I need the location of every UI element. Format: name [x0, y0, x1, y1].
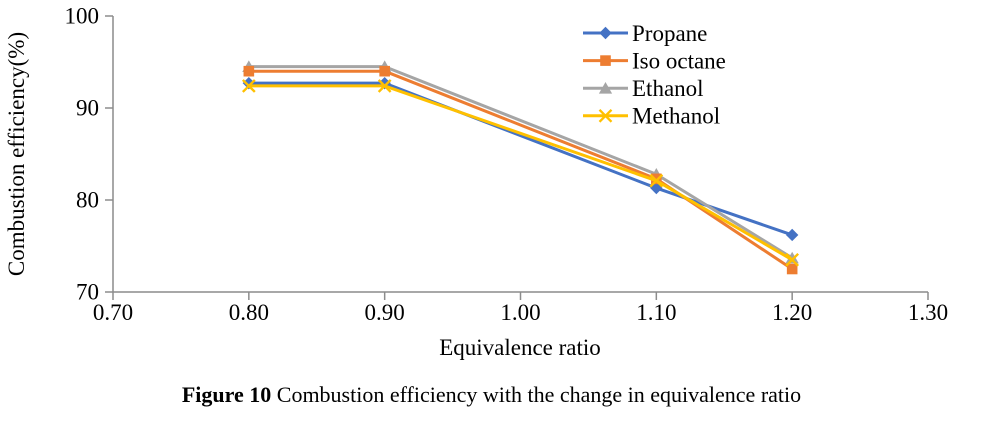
legend-item-methanol: Methanol	[583, 104, 720, 129]
series-iso-octane	[243, 65, 798, 275]
data-point-ethanol	[785, 251, 799, 264]
series-ethanol	[242, 60, 799, 264]
legend-label-propane: Propane	[632, 21, 707, 46]
data-point-propane	[785, 228, 799, 242]
y-axis-title: Combustion efficiency(%)	[4, 32, 29, 276]
y-tick-label: 70	[76, 280, 99, 305]
x-tick-label: 0.80	[229, 300, 269, 325]
figure-caption-text: Combustion efficiency with the change in…	[276, 382, 802, 407]
x-tick-label: 0.90	[365, 300, 405, 325]
x-tick-label: 1.10	[636, 300, 676, 325]
y-tick-label: 80	[76, 188, 99, 213]
x-tick-label: 1.30	[908, 300, 948, 325]
data-point-iso-octane	[379, 65, 390, 77]
axes-layer: 70 80 90 100 0.70 0.80 0.90 1.00 1.10 1.20 1.30	[65, 4, 949, 325]
y-tick-label: 100	[65, 4, 100, 29]
series-line-propane	[248, 81, 793, 237]
data-point-methanol	[377, 79, 392, 93]
legend-label-iso-octane: Iso octane	[632, 48, 726, 73]
legend-marker-ethanol	[598, 82, 613, 94]
x-tick-label: 1.20	[772, 300, 812, 325]
series-line-methanol	[248, 84, 793, 262]
data-point-iso-octane	[786, 263, 798, 275]
series-methanol	[241, 79, 800, 267]
series-line-ethanol	[248, 65, 793, 260]
legend-marker-methanol	[598, 108, 613, 123]
x-axis-title: Equivalence ratio	[439, 335, 601, 360]
series-layer	[241, 60, 800, 275]
legend-label-ethanol: Ethanol	[632, 76, 704, 101]
data-point-iso-octane	[243, 65, 255, 77]
x-tick-label: 1.00	[500, 300, 540, 325]
legend-label-methanol: Methanol	[632, 104, 720, 129]
legend-marker-iso-octane	[600, 55, 611, 66]
legend-item-iso-octane: Iso octane	[583, 48, 726, 73]
data-point-methanol	[785, 252, 800, 267]
y-tick-label: 90	[76, 96, 99, 121]
series-line-iso-octane	[248, 69, 793, 271]
combustion-efficiency-chart: 70 80 90 100 0.70 0.80 0.90 1.00 1.10 1.20 1.30 Pr…	[4, 4, 949, 360]
data-point-methanol	[649, 173, 664, 188]
legend-item-propane: Propane	[583, 21, 707, 46]
legend-marker-propane	[599, 26, 612, 40]
figure-caption: Figure 10 Combustion efficiency with the…	[0, 382, 983, 408]
data-point-methanol	[241, 79, 256, 93]
data-point-iso-octane	[651, 173, 662, 185]
x-tick-label: 0.70	[93, 300, 133, 325]
figure-caption-label: Figure 10	[181, 382, 272, 407]
legend-item-ethanol: Ethanol	[583, 76, 704, 101]
